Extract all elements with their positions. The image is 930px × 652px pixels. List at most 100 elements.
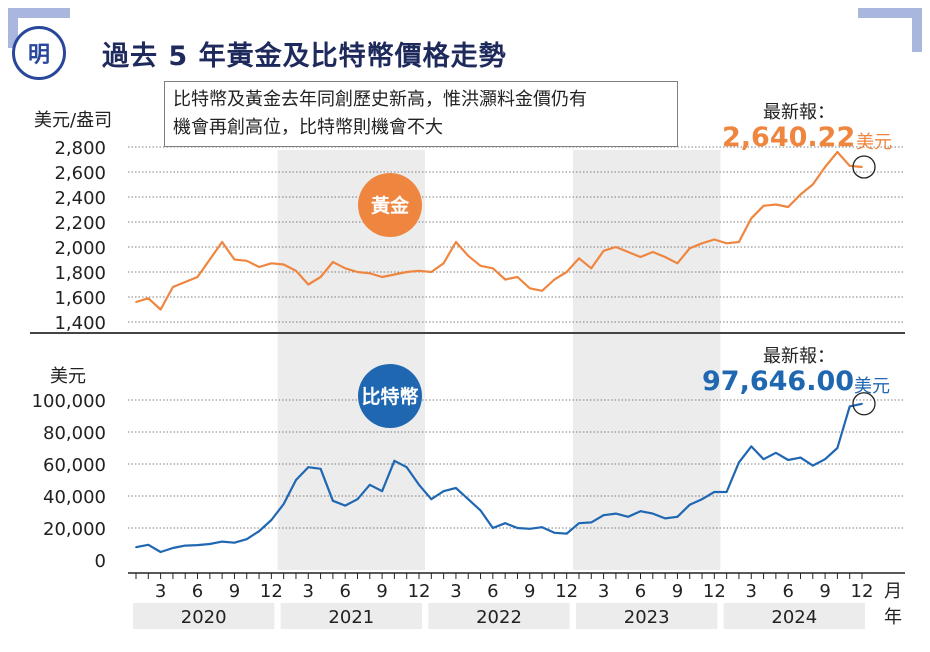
btc-y-tick-label: 100,000	[32, 391, 106, 412]
x-axis-year-unit: 年	[884, 607, 902, 628]
gold-data-point	[565, 271, 568, 273]
btc-data-point	[405, 466, 408, 469]
gold-data-point	[787, 206, 790, 208]
gold-data-point	[541, 289, 543, 292]
gold-latest-label: 最新報：	[763, 102, 835, 123]
btc-data-point	[639, 510, 642, 513]
year-shade-band-2023	[572, 150, 721, 570]
gold-y-tick-label: 2,000	[54, 238, 106, 259]
gold-data-point	[295, 269, 297, 272]
gold-data-point	[602, 249, 605, 252]
btc-data-point	[467, 498, 470, 501]
gold-data-point	[836, 151, 839, 153]
btc-data-point	[553, 531, 556, 534]
btc-latest-marker-circle	[852, 392, 876, 416]
gold-data-point	[147, 297, 150, 300]
btc-data-point	[479, 509, 482, 512]
gold-data-point	[430, 271, 433, 273]
btc-data-point	[245, 538, 248, 541]
gold-data-point	[725, 242, 728, 245]
gold-data-point	[479, 264, 482, 267]
btc-badge-circle	[358, 364, 422, 428]
annotation-box: 比特幣及黃金去年同創歷史新高，惟洪灝料金價仍有 機會再創高位，比特幣則機會不大	[164, 81, 678, 147]
gold-data-point	[627, 251, 630, 253]
btc-data-point	[258, 530, 260, 533]
btc-data-point	[455, 487, 457, 489]
gold-data-point	[418, 269, 420, 272]
gold-y-tick-label: 2,600	[54, 163, 106, 184]
x-month-tick-label: 6	[635, 581, 646, 602]
btc-data-point	[393, 459, 396, 462]
gold-data-point	[590, 267, 593, 270]
gold-badge-circle	[358, 173, 422, 237]
btc-data-point	[811, 464, 814, 467]
btc-data-point	[787, 459, 790, 461]
btc-data-point	[528, 527, 531, 530]
gold-y-tick-label: 1,600	[54, 288, 106, 309]
btc-y-tick-label: 80,000	[43, 423, 106, 444]
gold-latest-value: 2,640.22	[722, 122, 856, 153]
gold-data-point	[762, 204, 765, 207]
gold-data-point	[368, 272, 371, 275]
x-month-tick-label: 12	[555, 581, 578, 602]
btc-data-point	[356, 498, 359, 501]
btc-unit-label: 美元	[50, 366, 86, 387]
x-month-tick-label: 12	[703, 581, 726, 602]
btc-latest-unit: 美元	[854, 376, 890, 397]
gold-data-point	[405, 271, 408, 273]
btc-latest-value: 97,646.00	[702, 366, 855, 397]
x-year-label: 2020	[181, 607, 227, 628]
btc-data-point	[725, 491, 728, 493]
btc-y-tick-label: 0	[95, 551, 106, 572]
corner-top-left-v	[8, 8, 18, 48]
corner-top-left-h	[8, 8, 70, 18]
btc-y-tick-label: 40,000	[43, 487, 106, 508]
gold-data-point	[848, 164, 851, 167]
gold-data-point	[824, 166, 826, 168]
btc-data-point	[614, 512, 617, 515]
btc-data-point	[147, 543, 150, 546]
btc-data-point	[270, 519, 273, 521]
x-month-tick-label: 12	[408, 581, 431, 602]
gold-data-point	[208, 258, 211, 261]
btc-data-point	[590, 521, 593, 524]
x-month-tick-label: 6	[339, 581, 350, 602]
gold-price-line	[135, 150, 863, 311]
logo-text: 明	[27, 42, 50, 68]
btc-data-point	[196, 544, 199, 547]
btc-data-point	[135, 546, 137, 549]
btc-data-point	[516, 527, 519, 529]
gold-data-point	[701, 242, 703, 245]
btc-data-point	[159, 551, 162, 553]
btc-data-point	[331, 499, 334, 502]
gold-data-point	[258, 266, 260, 268]
btc-data-point	[701, 498, 703, 501]
gold-y-tick-label: 1,400	[54, 313, 106, 334]
btc-data-point	[307, 466, 310, 469]
gold-data-point	[639, 256, 642, 258]
header: 明 過去 5 年黃金及比特幣價格走勢	[12, 24, 507, 82]
btc-data-point	[504, 522, 507, 525]
gold-data-point	[467, 254, 470, 257]
gold-data-point	[196, 276, 199, 278]
annotation-line-2: 機會再創高位，比特幣則機會不大	[173, 117, 443, 138]
btc-data-point	[762, 458, 765, 461]
x-year-label: 2021	[328, 607, 374, 628]
x-month-tick-label: 12	[260, 581, 283, 602]
year-band-2021	[280, 603, 423, 629]
gold-data-point	[578, 257, 580, 260]
gold-data-point	[553, 278, 556, 281]
newspaper-logo: 明	[12, 26, 66, 80]
btc-data-point	[541, 526, 543, 529]
year-band-2024	[723, 603, 865, 629]
gold-data-point	[861, 166, 863, 168]
gold-y-tick-label: 2,400	[54, 188, 106, 209]
x-month-tick-label: 9	[672, 581, 683, 602]
btc-y-tick-label: 60,000	[43, 455, 106, 476]
gold-data-point	[344, 267, 347, 270]
gold-data-point	[319, 276, 322, 278]
gold-data-point	[688, 247, 691, 250]
x-month-tick-label: 3	[155, 581, 166, 602]
gold-data-point	[774, 203, 777, 206]
